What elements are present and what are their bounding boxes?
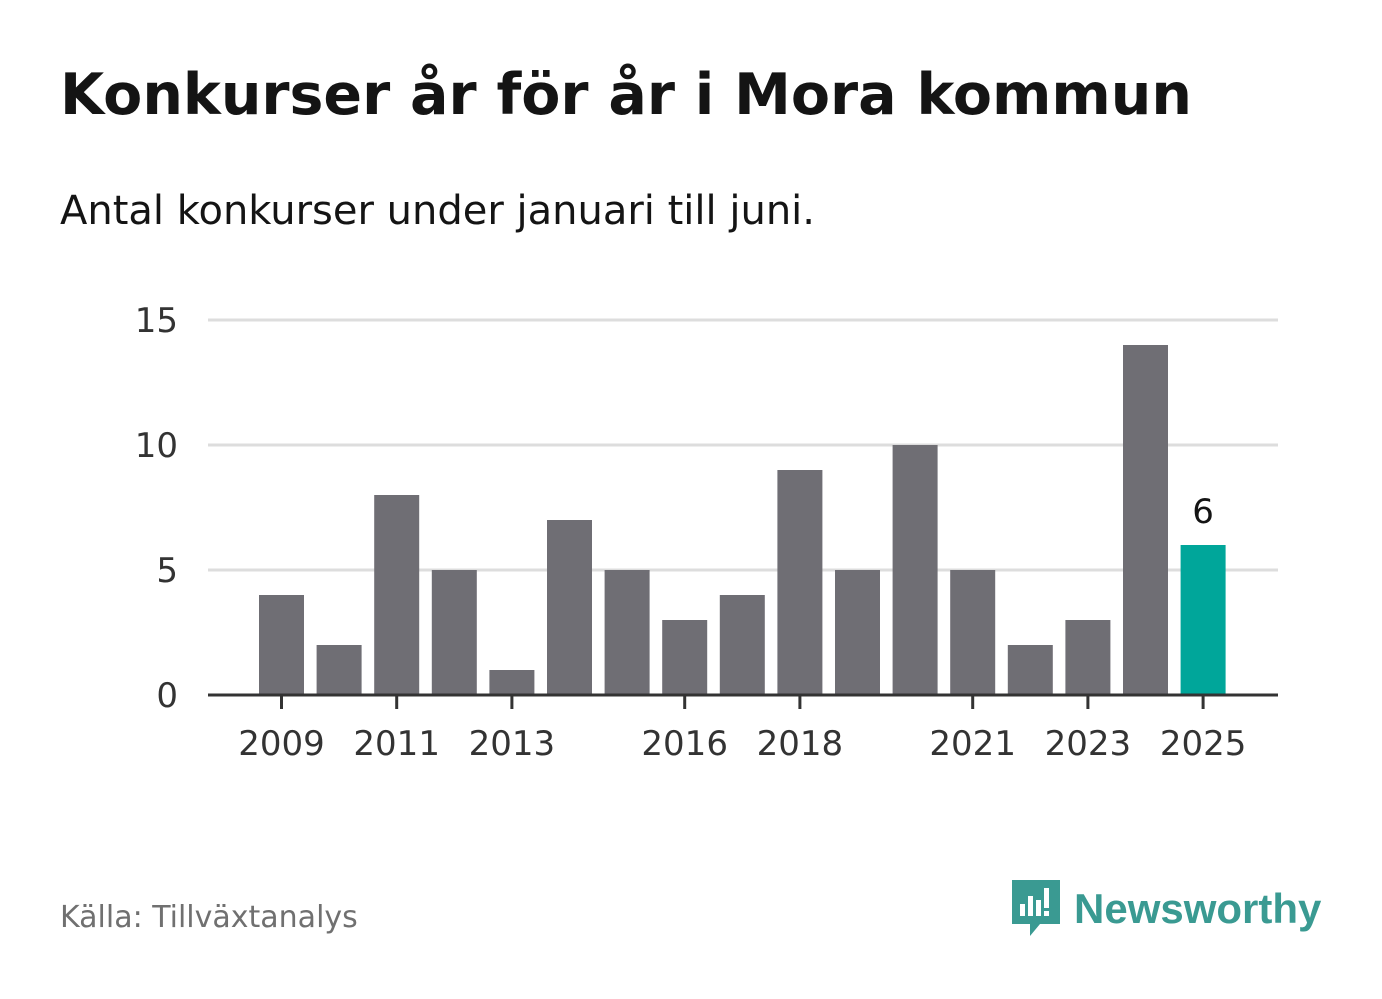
bar-2024 xyxy=(1123,345,1168,695)
newsworthy-logo-icon xyxy=(1012,880,1060,936)
chart-title: Konkurser år för år i Mora kommun xyxy=(60,62,1192,128)
brand-name: Newsworthy xyxy=(1074,885,1322,932)
chart-subtitle: Antal konkurser under januari till juni. xyxy=(60,188,815,234)
x-tick-label-2025: 2025 xyxy=(1160,724,1247,764)
x-tick-label-2021: 2021 xyxy=(929,724,1016,764)
bar-2023 xyxy=(1065,620,1111,695)
bar-2021 xyxy=(950,570,996,695)
y-tick-label: 10 xyxy=(135,426,178,466)
data-label: 6 xyxy=(1192,492,1214,532)
bar-2014 xyxy=(547,520,592,695)
y-tick-label: 0 xyxy=(156,676,178,716)
x-tick-label-2016: 2016 xyxy=(641,724,728,764)
bar-2022 xyxy=(1007,645,1053,695)
bar-2025 xyxy=(1180,545,1226,695)
y-tick-label: 15 xyxy=(135,301,178,341)
bar-2015 xyxy=(604,570,650,695)
x-tick-label-2013: 2013 xyxy=(469,724,556,764)
bar-2011 xyxy=(374,495,420,695)
bar-2017 xyxy=(719,595,765,695)
bar-2016 xyxy=(662,620,708,695)
source-note: Källa: Tillväxtanalys xyxy=(60,900,358,935)
brand-logo: Newsworthy xyxy=(1010,878,1321,940)
bar-2019 xyxy=(835,570,880,695)
bar-2012 xyxy=(431,570,477,695)
bar-chart: 0 5 10 15 2009 2011 2013 2016 2018 2021 2023 2025 6 xyxy=(135,301,1278,764)
x-tick-label-2023: 2023 xyxy=(1045,724,1132,764)
x-tick-label-2018: 2018 xyxy=(757,724,844,764)
x-tick-label-2009: 2009 xyxy=(238,724,325,764)
x-tick-label-2011: 2011 xyxy=(353,724,440,764)
bar-2010 xyxy=(316,645,362,695)
bar-2013 xyxy=(489,670,535,695)
bar-2018 xyxy=(777,470,823,695)
y-tick-label: 5 xyxy=(156,551,178,591)
bar-2009 xyxy=(259,595,304,695)
bar-2020 xyxy=(892,445,938,695)
